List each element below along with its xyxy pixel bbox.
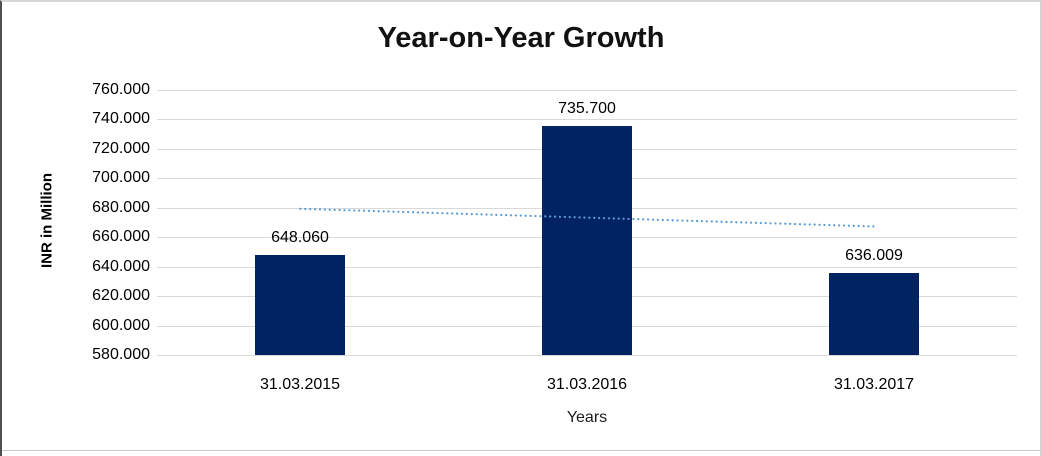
- bar: [542, 126, 632, 355]
- y-tick-label: 700.000: [92, 169, 150, 186]
- y-axis-title: INR in Million: [38, 173, 56, 268]
- bar-value-label: 648.060: [271, 229, 329, 246]
- bar-value-label: 636.009: [845, 247, 903, 264]
- y-tick-label: 720.000: [92, 140, 150, 157]
- x-axis-title: Years: [566, 409, 608, 426]
- chart-title: Year-on-Year Growth: [377, 22, 665, 54]
- x-tick-label: 31.03.2017: [833, 376, 915, 393]
- gridline: [157, 355, 1017, 356]
- gridline: [157, 90, 1017, 91]
- bar-value-label: 735.700: [558, 100, 616, 117]
- x-tick-label: 31.03.2015: [259, 376, 341, 393]
- y-tick-label: 760.000: [92, 81, 150, 98]
- y-tick-label: 640.000: [92, 258, 150, 275]
- x-tick-label: 31.03.2016: [546, 376, 628, 393]
- y-tick-label: 680.000: [92, 199, 150, 216]
- bar: [255, 255, 345, 355]
- gridline: [157, 119, 1017, 120]
- chart-border-bottom: [2, 450, 1040, 451]
- y-tick-label: 660.000: [92, 228, 150, 245]
- y-tick-label: 580.000: [92, 346, 150, 363]
- y-tick-label: 740.000: [92, 110, 150, 127]
- y-tick-label: 600.000: [92, 317, 150, 334]
- y-tick-label: 620.000: [92, 287, 150, 304]
- bar: [829, 273, 919, 355]
